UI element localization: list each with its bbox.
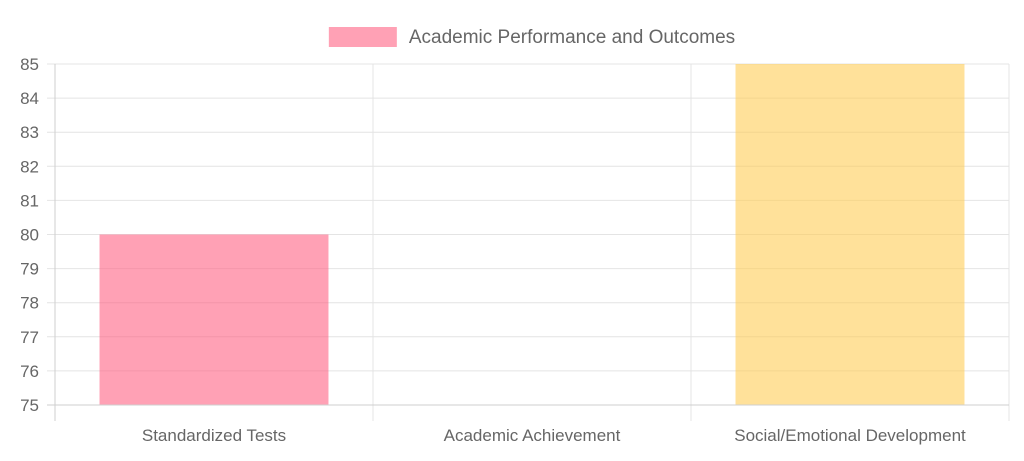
- y-tick-label: 85: [20, 55, 39, 74]
- y-tick-label: 77: [20, 328, 39, 347]
- y-tick-label: 78: [20, 294, 39, 313]
- x-tick-label: Social/Emotional Development: [734, 426, 966, 445]
- y-tick-label: 83: [20, 123, 39, 142]
- x-axis-ticks: Standardized Tests Academic Achievement So…: [142, 426, 966, 445]
- y-tick-label: 80: [20, 226, 39, 245]
- legend[interactable]: Academic Performance and Outcomes: [328, 27, 735, 48]
- legend-label: Academic Performance and Outcomes: [409, 27, 735, 48]
- y-tick-label: 84: [20, 89, 39, 108]
- y-tick-label: 82: [20, 157, 39, 176]
- y-tick-label: 75: [20, 396, 39, 415]
- y-tick-label: 79: [20, 260, 39, 279]
- axes: [47, 64, 1009, 421]
- y-tick-label: 76: [20, 362, 39, 381]
- bar[interactable]: [99, 234, 329, 406]
- x-tick-label: Academic Achievement: [444, 426, 621, 445]
- y-tick-label: 81: [20, 191, 39, 210]
- legend-swatch: [328, 27, 397, 47]
- y-axis-ticks: 75 76 77 78 79 80 81 82 83 84 85: [20, 55, 39, 415]
- bars: [99, 64, 965, 406]
- x-tick-label: Standardized Tests: [142, 426, 286, 445]
- bar[interactable]: [735, 64, 965, 405]
